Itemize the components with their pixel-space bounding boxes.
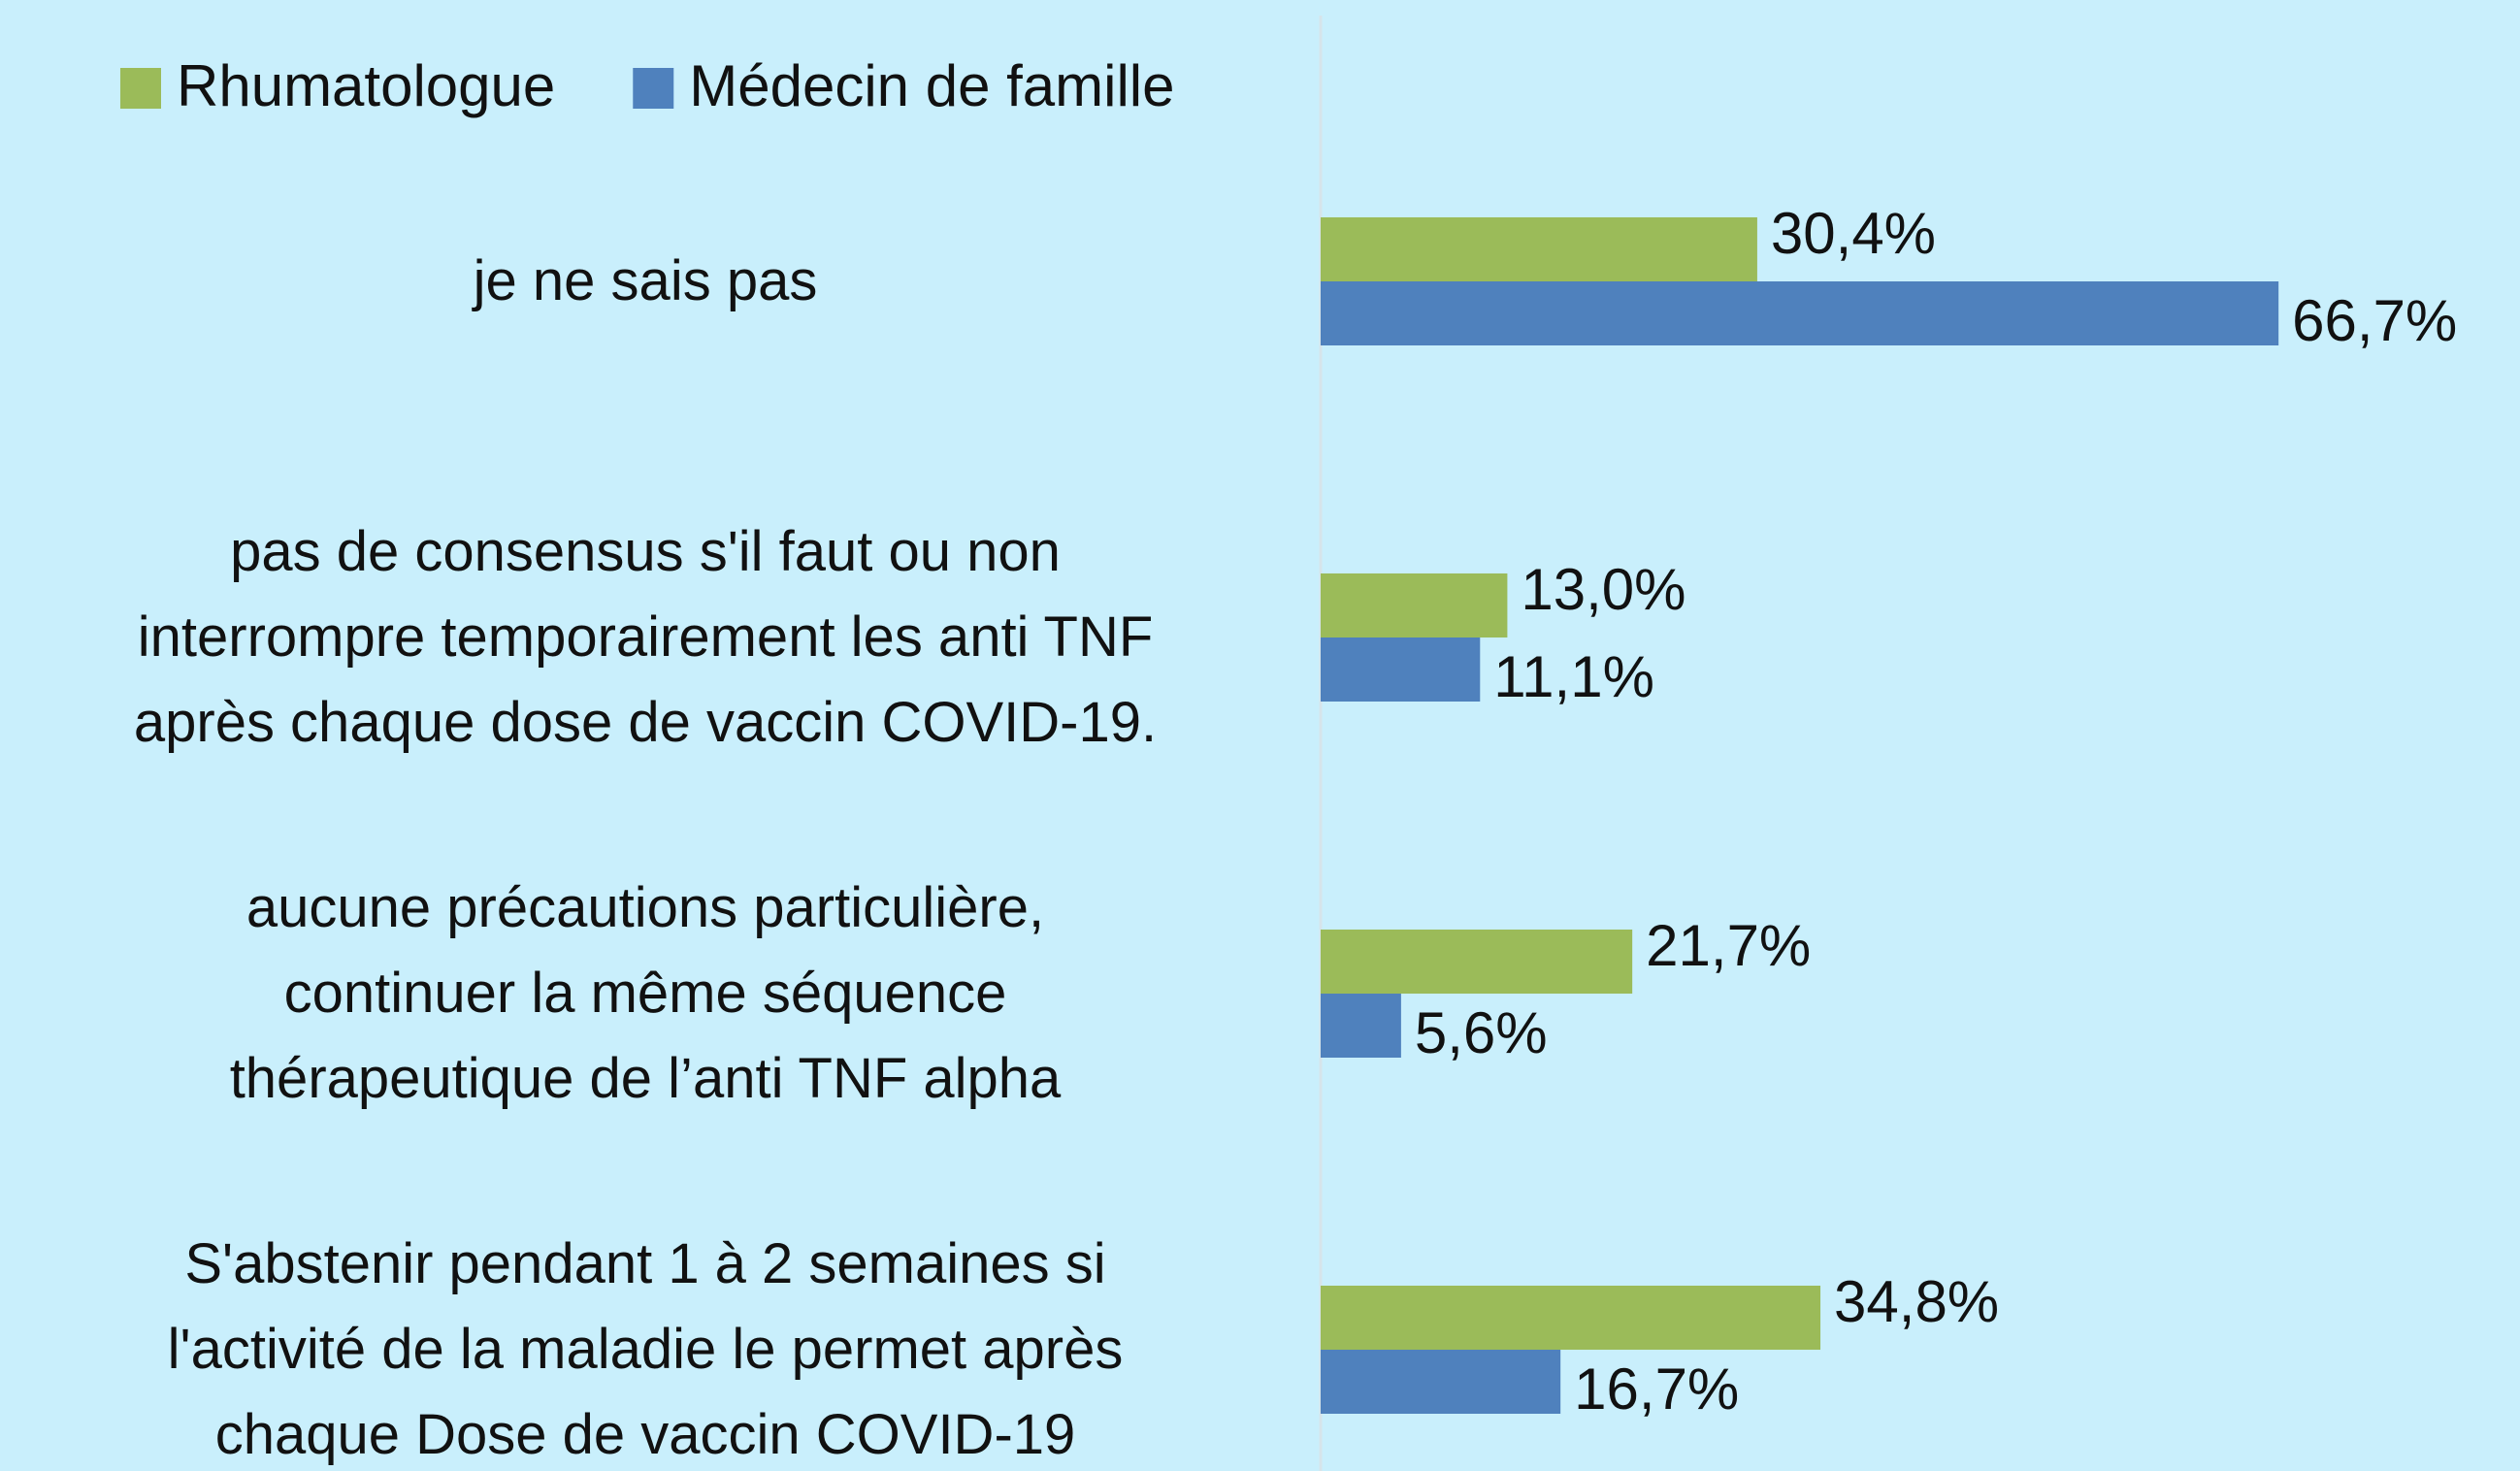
legend-label: Médecin de famille [689,53,1174,118]
value-label: 21,7% [1646,913,1811,978]
category-label: je ne sais pas [473,249,818,312]
value-label: 5,6% [1415,1000,1548,1065]
legend-swatch [120,68,161,109]
bar [1321,930,1633,994]
value-label: 30,4% [1771,201,1936,266]
category-label: aucune précautions particulière, continu… [229,876,1062,1110]
legend-label: Rhumatologue [177,53,555,118]
value-label: 13,0% [1521,557,1685,622]
bar [1321,994,1401,1058]
bar [1321,281,2279,345]
bar [1321,573,1508,637]
value-label: 66,7% [2292,288,2457,353]
value-label: 16,7% [1574,1357,1739,1422]
value-label: 34,8% [1834,1269,1999,1334]
bar [1321,637,1481,702]
bar [1321,1350,1561,1414]
category-label: pas de consensus s'il faut ou non interr… [133,520,1158,754]
bar [1321,217,1757,281]
bar [1321,1286,1821,1350]
value-label: 11,1% [1493,644,1654,709]
legend-swatch [633,68,674,109]
category-label: S'abstenir pendant 1 à 2 semaines si l'a… [167,1232,1124,1466]
